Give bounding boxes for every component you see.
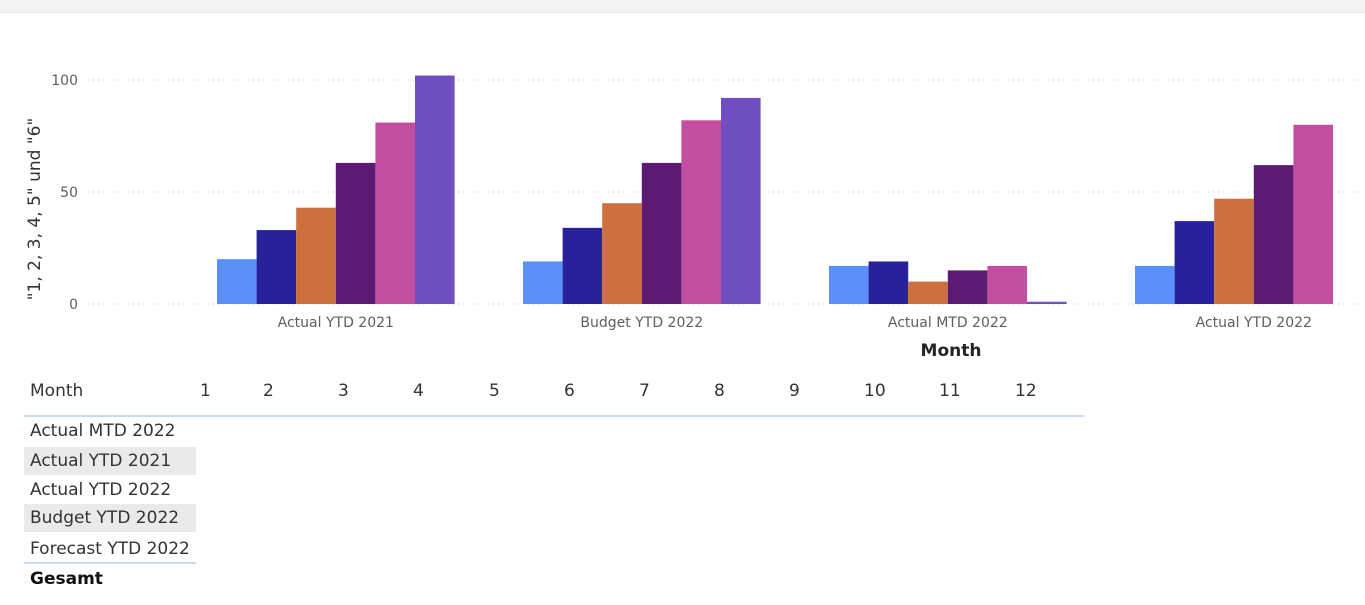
matrix-column-header[interactable]: 12 [1015, 381, 1037, 401]
matrix-row-label[interactable]: Budget YTD 2022 [24, 504, 196, 532]
bar[interactable] [947, 270, 988, 304]
bar[interactable] [296, 207, 336, 304]
bar[interactable] [1027, 301, 1067, 304]
bar[interactable] [641, 162, 682, 304]
bar[interactable] [1214, 198, 1254, 304]
bars [217, 75, 1333, 304]
bar[interactable] [415, 75, 455, 304]
x-tick-label: Budget YTD 2022 [580, 315, 703, 331]
bar[interactable] [1174, 221, 1215, 304]
bar[interactable] [721, 97, 761, 304]
bar[interactable] [562, 227, 603, 304]
matrix-column-header[interactable]: 4 [413, 381, 424, 401]
matrix-column-header[interactable]: 6 [564, 381, 575, 401]
matrix-row-label[interactable]: Actual MTD 2022 [30, 421, 176, 441]
matrix-header: Month 1 2 3 4 5 6 7 8 9 10 11 12 [24, 375, 1084, 417]
y-axis-title: "1, 2, 3, 4, 5" und "6" [25, 118, 45, 301]
y-tick-label: 50 [60, 185, 78, 201]
bar[interactable] [987, 265, 1027, 304]
y-tick-label: 100 [51, 73, 78, 89]
matrix-row-label[interactable]: Actual YTD 2021 [24, 447, 196, 475]
bar[interactable] [523, 261, 563, 304]
matrix-column-header[interactable]: 2 [263, 381, 274, 401]
visual-header-strip [0, 0, 1365, 13]
rows-divider [24, 562, 196, 564]
matrix-total-row-label: Gesamt [30, 569, 103, 589]
bar[interactable] [829, 265, 869, 304]
x-tick-label: Actual MTD 2022 [888, 315, 1008, 331]
x-tick-label: Actual YTD 2021 [278, 315, 394, 331]
matrix-column-header[interactable]: 7 [639, 381, 650, 401]
bar[interactable] [908, 281, 948, 304]
y-axis-ticks: 0 50 100 [51, 73, 78, 313]
x-axis-ticks: Actual YTD 2021 Budget YTD 2022 Actual MTD… [278, 315, 1312, 331]
matrix-row-label[interactable]: Forecast YTD 2022 [30, 539, 190, 559]
matrix-column-header[interactable]: 1 [200, 381, 211, 401]
matrix-column-header[interactable]: 10 [864, 381, 886, 401]
matrix-row-label[interactable]: Actual YTD 2022 [30, 480, 172, 500]
x-axis-title: Month [921, 341, 982, 361]
bar[interactable] [217, 259, 257, 304]
bar[interactable] [681, 120, 721, 304]
matrix-column-header[interactable]: 5 [489, 381, 500, 401]
matrix-column-header[interactable]: 8 [714, 381, 725, 401]
matrix-header-label: Month [30, 381, 84, 401]
matrix-column-header[interactable]: 11 [939, 381, 961, 401]
bar[interactable] [1253, 165, 1294, 304]
bar[interactable] [256, 230, 297, 304]
x-tick-label: Actual YTD 2022 [1196, 315, 1312, 331]
bar[interactable] [375, 122, 415, 304]
bar[interactable] [1293, 124, 1333, 304]
matrix-column-header[interactable]: 9 [789, 381, 800, 401]
bar[interactable] [1135, 265, 1175, 304]
bar[interactable] [335, 162, 376, 304]
matrix-column-header[interactable]: 3 [338, 381, 349, 401]
y-tick-label: 0 [69, 297, 78, 313]
bar[interactable] [602, 203, 642, 304]
bar[interactable] [868, 261, 909, 304]
